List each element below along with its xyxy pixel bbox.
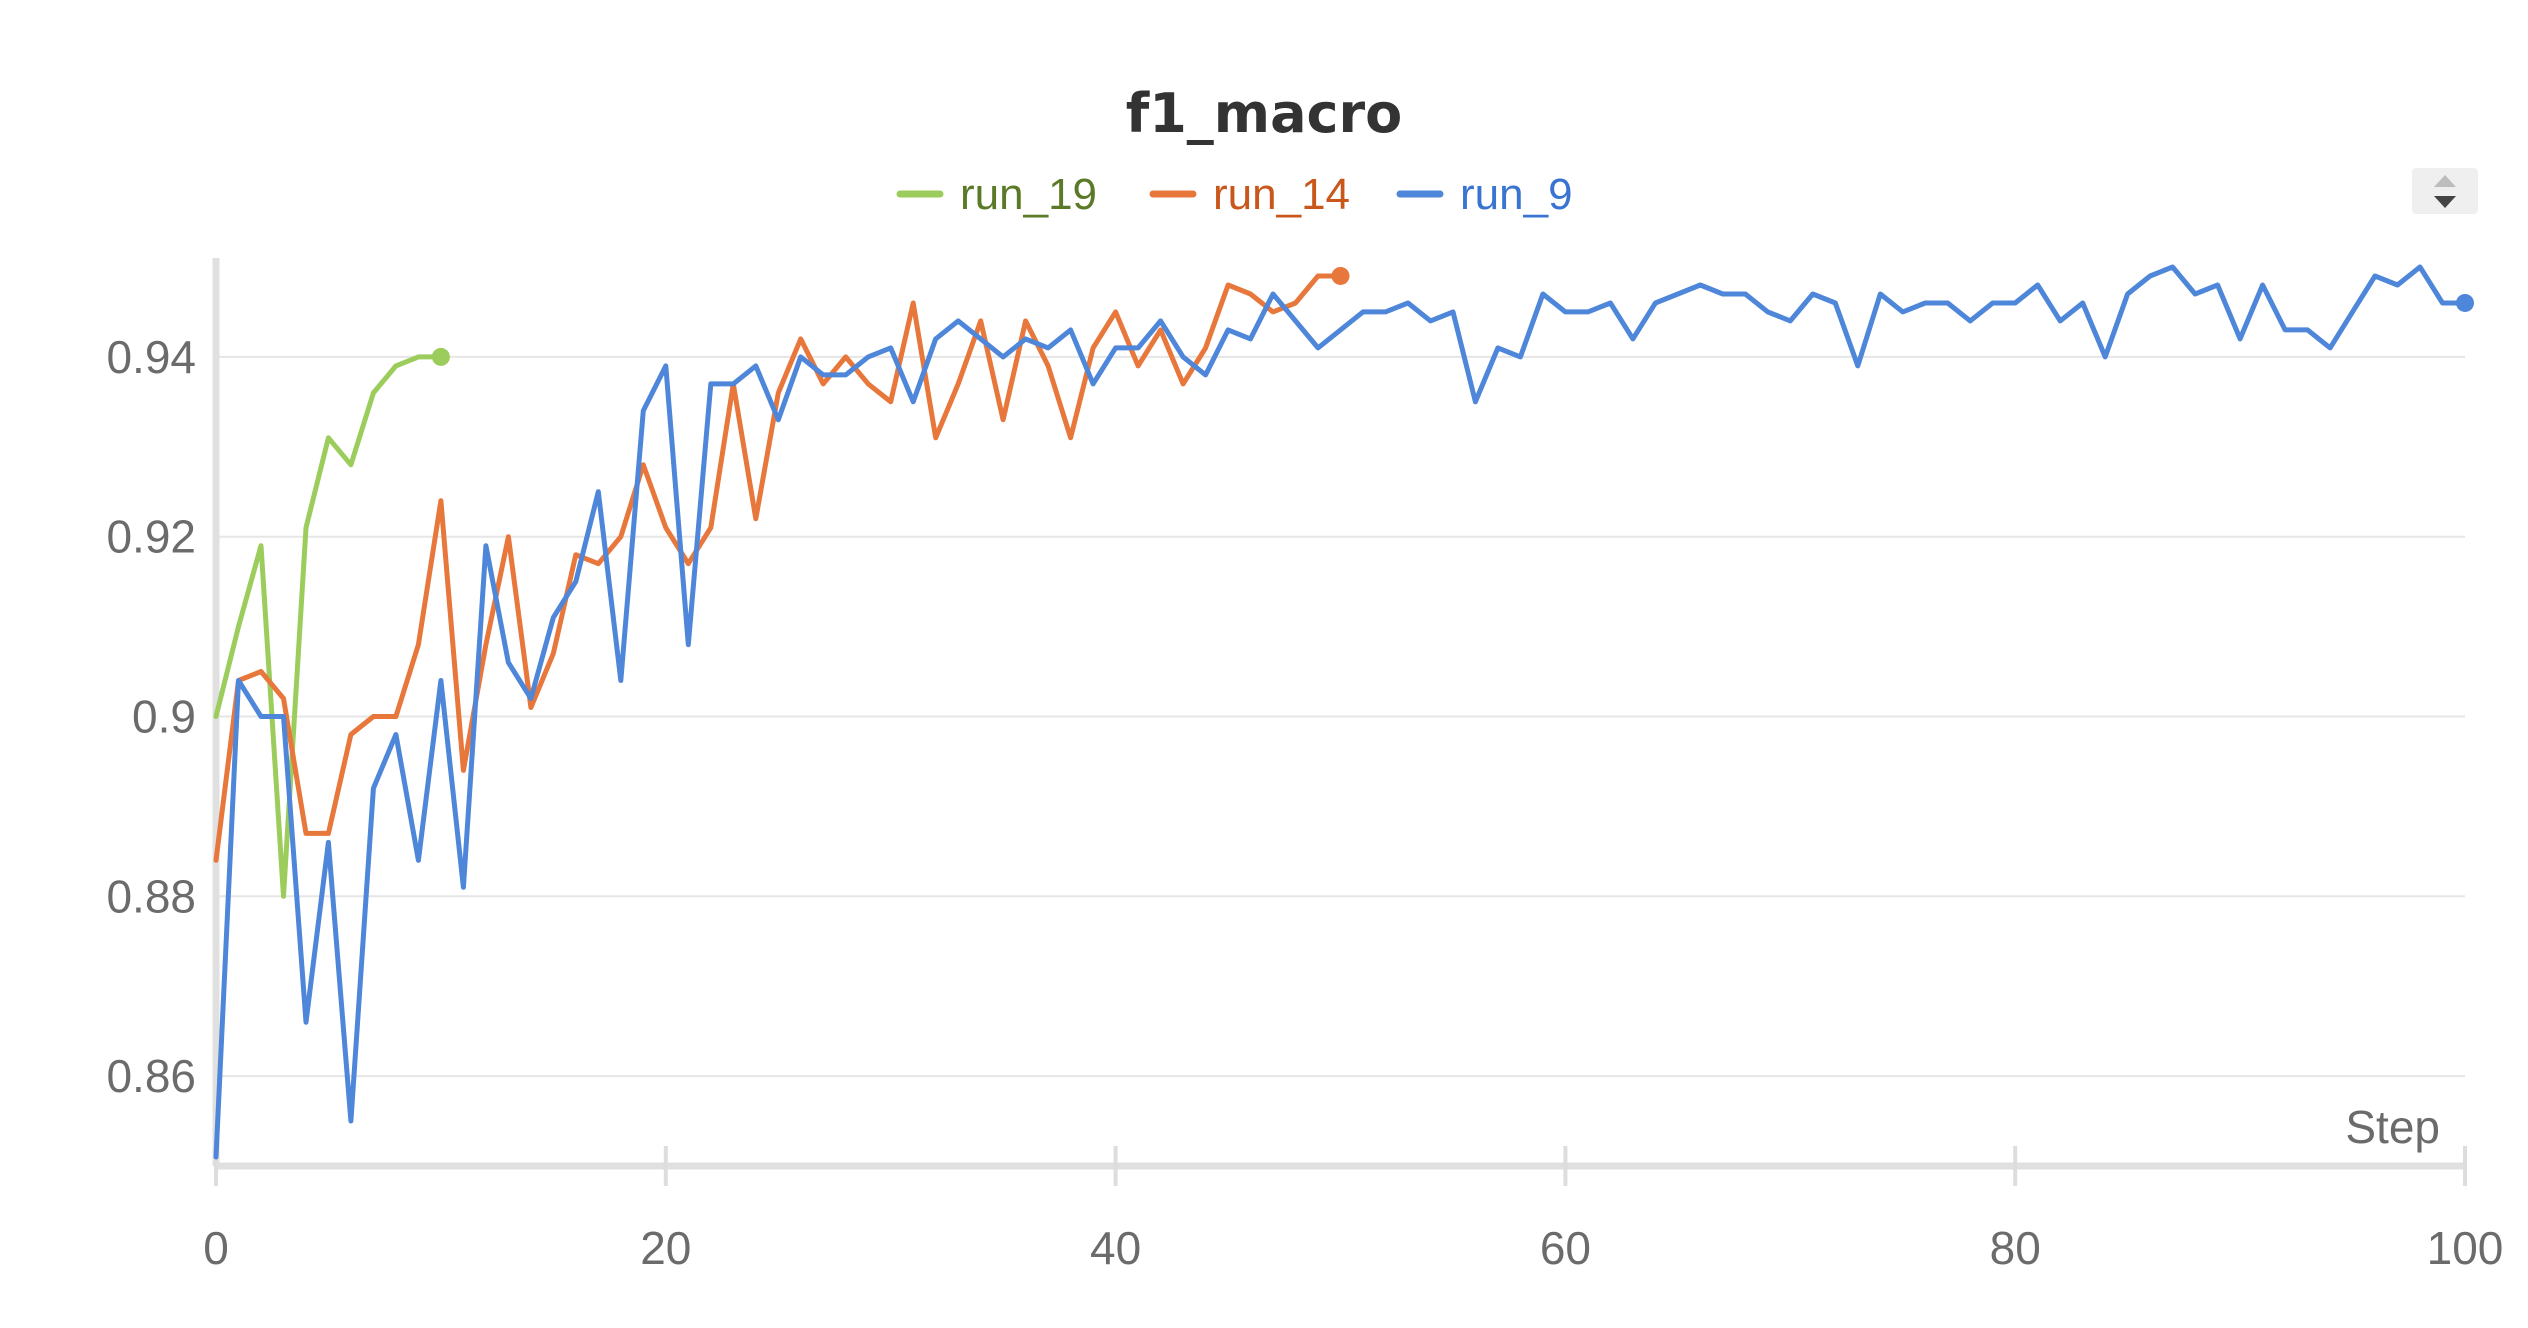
x-tick-label-2: 40 bbox=[1090, 1222, 1141, 1274]
scroll-down-icon[interactable] bbox=[2434, 196, 2456, 208]
series-line-run-14 bbox=[213, 273, 1343, 863]
legend-scroll-background[interactable] bbox=[2412, 168, 2478, 214]
legend: run_19 run_14 run_9 bbox=[896, 170, 1573, 219]
legend-label-2: run_9 bbox=[1460, 170, 1573, 219]
y-tick-label-1: 0.88 bbox=[106, 870, 196, 922]
legend-scroll-control[interactable] bbox=[2412, 168, 2478, 214]
y-tick-label-3: 0.92 bbox=[106, 511, 196, 563]
x-tick-label-3: 60 bbox=[1540, 1222, 1591, 1274]
x-axis-title: Step bbox=[2345, 1101, 2440, 1153]
y-tick-label-4: 0.94 bbox=[106, 331, 196, 383]
legend-label-1: run_14 bbox=[1213, 170, 1350, 219]
scroll-up-icon[interactable] bbox=[2434, 175, 2456, 187]
legend-item-run-14[interactable]: run_14 bbox=[1149, 170, 1350, 219]
legend-item-run-19[interactable]: run_19 bbox=[896, 170, 1097, 219]
y-tick-label-2: 0.9 bbox=[132, 690, 196, 742]
x-tick-label-5: 100 bbox=[2427, 1222, 2504, 1274]
series-group bbox=[213, 264, 2474, 1160]
x-axis-tick-labels: 0 20 40 60 80 100 bbox=[203, 1222, 2503, 1274]
x-tick-label-1: 20 bbox=[640, 1222, 691, 1274]
legend-label-0: run_19 bbox=[960, 170, 1097, 219]
series-end-point-run-14 bbox=[1331, 266, 1350, 285]
y-tick-label-0: 0.86 bbox=[106, 1050, 196, 1102]
x-tick-label-4: 80 bbox=[1990, 1222, 2041, 1274]
series-end-point-run-9 bbox=[2456, 293, 2474, 312]
chart-title: f1_macro bbox=[1126, 82, 1403, 145]
y-axis-tick-labels: 0.86 0.88 0.9 0.92 0.94 bbox=[106, 331, 196, 1102]
series-line-run-9 bbox=[213, 264, 2468, 1160]
grid-lines bbox=[216, 355, 2465, 1078]
series-line-run-19 bbox=[213, 354, 444, 899]
x-tick-label-0: 0 bbox=[203, 1222, 229, 1274]
series-end-point-run-19 bbox=[431, 347, 450, 366]
legend-item-run-9[interactable]: run_9 bbox=[1396, 170, 1573, 219]
